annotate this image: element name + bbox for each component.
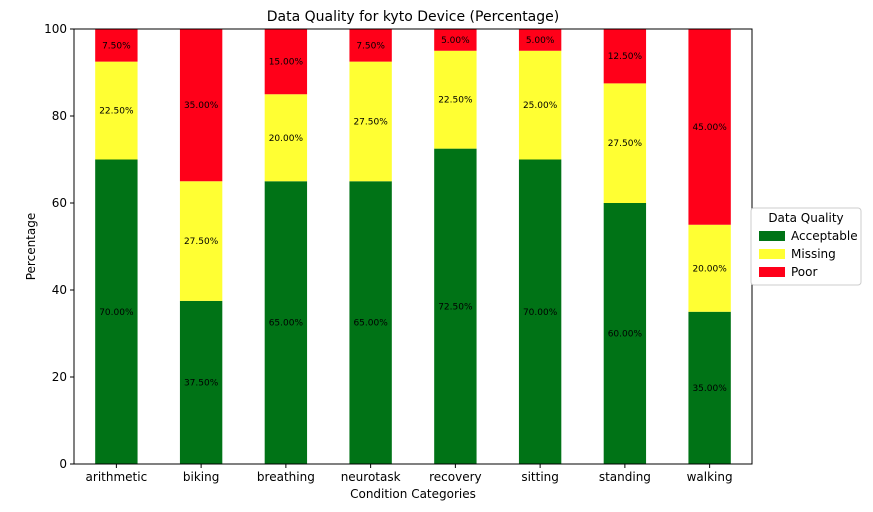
data-label-missing-walking: 20.00% xyxy=(692,264,727,274)
data-label-acceptable-sitting: 70.00% xyxy=(523,308,558,318)
bar-acceptable-neurotask xyxy=(349,181,392,464)
bar-acceptable-arithmetic xyxy=(95,159,138,464)
data-label-poor-biking: 35.00% xyxy=(184,101,219,111)
bar-acceptable-breathing xyxy=(264,181,308,464)
data-label-acceptable-biking: 37.50% xyxy=(184,378,219,388)
x-tick-label-biking: biking xyxy=(183,470,219,484)
data-label-missing-arithmetic: 22.50% xyxy=(99,107,134,117)
data-label-acceptable-breathing: 65.00% xyxy=(269,319,304,329)
x-tick-label-arithmetic: arithmetic xyxy=(86,470,148,484)
bar-missing-sitting xyxy=(518,50,562,160)
x-tick-label-recovery: recovery xyxy=(429,470,482,484)
y-tick-label: 40 xyxy=(52,283,67,297)
bar-acceptable-recovery xyxy=(434,148,477,464)
legend-title: Data Quality xyxy=(768,211,843,225)
y-tick-label: 80 xyxy=(52,109,67,123)
x-axis-label: Condition Categories xyxy=(350,487,476,501)
bar-missing-arithmetic xyxy=(95,61,138,160)
x-tick-label-breathing: breathing xyxy=(257,470,315,484)
data-label-poor-standing: 12.50% xyxy=(608,52,643,62)
bar-missing-neurotask xyxy=(349,61,392,182)
bar-poor-standing xyxy=(603,29,647,84)
bars-group: 70.00% 22.50% 7.50% 37.50% 27.50% 35.00% 65.00… xyxy=(95,29,731,464)
data-label-acceptable-recovery: 72.50% xyxy=(438,302,473,312)
bar-poor-recovery xyxy=(434,29,477,51)
legend-label-poor: Poor xyxy=(791,265,817,279)
legend-frame xyxy=(750,207,862,286)
y-tick-label: 100 xyxy=(44,22,67,36)
data-label-missing-sitting: 25.00% xyxy=(523,101,558,111)
x-tick-label-walking: walking xyxy=(687,470,733,484)
bar-poor-sitting xyxy=(518,29,562,51)
axes-group: 0 20 40 60 80 100 arithmetic biking breathing neu… xyxy=(44,22,753,484)
legend-label-acceptable: Acceptable xyxy=(791,229,858,243)
x-tick-label-neurotask: neurotask xyxy=(341,470,401,484)
bar-poor-neurotask xyxy=(349,29,392,62)
data-label-missing-recovery: 22.50% xyxy=(438,96,473,106)
bar-acceptable-standing xyxy=(603,203,647,464)
data-label-acceptable-neurotask: 65.00% xyxy=(353,319,388,329)
bar-missing-breathing xyxy=(264,94,308,182)
legend-swatch-acceptable xyxy=(759,231,785,241)
legend-swatch-poor xyxy=(759,267,785,277)
x-tick-label-sitting: sitting xyxy=(521,470,559,484)
legend-swatch-missing xyxy=(759,249,785,259)
chart-title: Data Quality for kyto Device (Percentage… xyxy=(267,9,559,25)
bar-missing-biking xyxy=(179,181,223,301)
data-label-poor-sitting: 5.00% xyxy=(526,36,555,46)
data-label-missing-standing: 27.50% xyxy=(608,139,643,149)
data-label-acceptable-walking: 35.00% xyxy=(692,384,727,394)
y-tick-label: 60 xyxy=(52,196,67,210)
data-label-acceptable-standing: 60.00% xyxy=(608,330,643,340)
bar-acceptable-biking xyxy=(179,300,223,464)
x-tick-label-standing: standing xyxy=(599,470,651,484)
plot-frame xyxy=(73,28,753,465)
y-tick-label: 20 xyxy=(52,370,67,384)
legend: Data Quality Acceptable Missing Poor xyxy=(750,207,862,286)
data-label-missing-breathing: 20.00% xyxy=(269,134,304,144)
legend-label-missing: Missing xyxy=(791,247,836,261)
bar-poor-walking xyxy=(688,29,731,225)
data-label-acceptable-arithmetic: 70.00% xyxy=(99,308,134,318)
bar-poor-arithmetic xyxy=(95,29,138,62)
y-axis-label: Percentage xyxy=(24,213,38,281)
bar-poor-biking xyxy=(179,29,223,182)
bar-acceptable-walking xyxy=(688,311,731,464)
data-label-missing-biking: 27.50% xyxy=(184,237,219,247)
data-label-poor-recovery: 5.00% xyxy=(441,36,470,46)
y-tick-label: 0 xyxy=(59,457,67,471)
data-label-poor-breathing: 15.00% xyxy=(269,58,304,68)
data-label-poor-arithmetic: 7.50% xyxy=(102,41,131,51)
bar-poor-breathing xyxy=(264,29,308,95)
bar-missing-recovery xyxy=(434,50,477,149)
data-label-poor-neurotask: 7.50% xyxy=(356,41,385,51)
data-label-missing-neurotask: 27.50% xyxy=(353,117,388,127)
bar-acceptable-sitting xyxy=(518,159,562,464)
bar-missing-walking xyxy=(688,224,731,312)
bar-missing-standing xyxy=(603,83,647,203)
data-label-poor-walking: 45.00% xyxy=(692,123,727,133)
